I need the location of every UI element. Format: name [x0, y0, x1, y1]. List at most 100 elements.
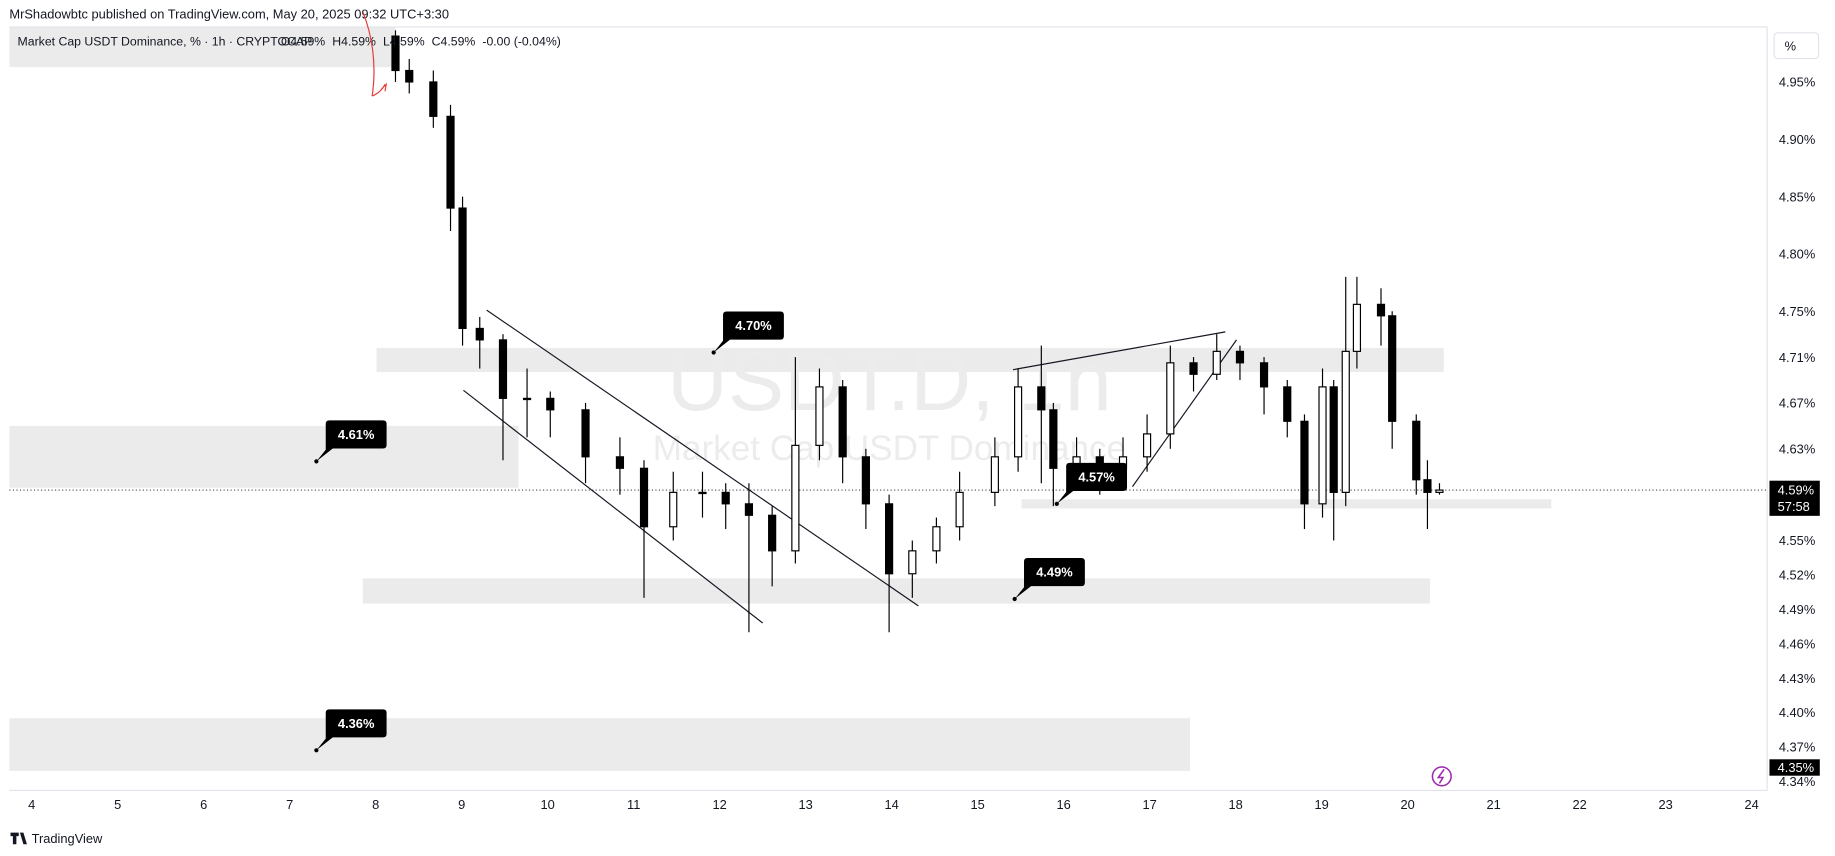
alert-label: 4.35%: [1778, 760, 1814, 775]
watermark-name: Market Cap USDT Dominance: [653, 429, 1126, 468]
candle-body: [458, 207, 467, 330]
candle-body: [1049, 409, 1058, 469]
lightning-icon: [1431, 766, 1452, 787]
x-tick-label: 13: [799, 797, 813, 812]
last-price-tag: [1769, 480, 1820, 516]
countdown: 57:58: [1778, 499, 1810, 514]
candle-body: [1014, 386, 1023, 458]
y-tick-label: 4.55%: [1779, 533, 1815, 548]
candle-body: [1166, 362, 1175, 435]
unit-label: %: [1785, 38, 1796, 53]
y-tick-label: 4.95%: [1779, 75, 1815, 90]
candle-body: [1329, 386, 1338, 493]
candle-body: [721, 491, 730, 505]
candle-body: [1235, 350, 1245, 364]
annotation-box: [713, 311, 784, 353]
y-tick-label: 4.49%: [1779, 602, 1815, 617]
zone: [9, 425, 519, 488]
x-tick-label: 19: [1315, 797, 1329, 812]
candle-body: [1352, 303, 1362, 352]
ohlc-value: -0.00 (-0.04%): [482, 35, 560, 49]
candle-body: [1300, 420, 1309, 505]
x-tick-label: 16: [1057, 797, 1071, 812]
y-tick-label: 4.63%: [1779, 441, 1815, 456]
annotation-label: 4.57%: [1078, 470, 1115, 485]
annotation-label: 4.70%: [735, 318, 772, 333]
zone: [9, 26, 396, 68]
y-tick-label: 4.40%: [1779, 705, 1815, 720]
trend-line: [463, 389, 764, 624]
candle-body: [861, 456, 870, 505]
watermark-symbol: USDT.D, 1h: [667, 334, 1112, 428]
y-tick-label: 4.85%: [1779, 189, 1815, 204]
x-tick-label: 5: [114, 797, 121, 812]
last-price-label: 4.59%: [1778, 483, 1814, 498]
candle-body: [1412, 420, 1421, 481]
annotation-box: [316, 709, 387, 751]
annotation-tip: [711, 350, 716, 355]
plot: 4.70% 4.61% 4.57% 4.49% 4.36%: [9, 30, 1768, 753]
candle-body: [1341, 350, 1350, 493]
candle-body: [1283, 386, 1292, 422]
y-tick-label: 4.37%: [1779, 740, 1815, 755]
ohlc-value: L4.59%: [383, 35, 425, 49]
y-tick-label: 4.52%: [1779, 568, 1815, 583]
x-tick-label: 21: [1487, 797, 1501, 812]
trend-line: [486, 309, 919, 607]
annotation: 4.57%: [1054, 462, 1128, 506]
x-tick-label: 17: [1143, 797, 1157, 812]
x-tick-label: 18: [1229, 797, 1243, 812]
x-tick-label: 15: [971, 797, 985, 812]
y-tick-label: 4.46%: [1779, 636, 1815, 651]
annotation: 4.36%: [314, 709, 387, 753]
candle-body: [639, 467, 649, 528]
candle-body: [1376, 303, 1386, 317]
candle-body: [1318, 386, 1327, 505]
y-tick-label: 4.75%: [1779, 304, 1815, 319]
zone: [9, 718, 1191, 771]
candle-body: [429, 81, 438, 117]
footer-logo: TradingView: [10, 831, 103, 846]
candle-body: [791, 444, 800, 552]
zone: [1021, 499, 1552, 509]
candle-body: [581, 409, 590, 458]
candle-body: [1435, 489, 1444, 493]
y-tick-label: 4.43%: [1779, 671, 1815, 686]
x-tick-label: 24: [1744, 797, 1758, 812]
candle-body: [1212, 350, 1221, 375]
annotation-tip: [1012, 596, 1017, 602]
annotation: 4.49%: [1012, 557, 1085, 602]
x-tick-label: 11: [627, 797, 640, 812]
candle-body: [391, 35, 400, 72]
publisher: MrShadowbtc published on TradingView.com…: [9, 7, 449, 22]
candle-body: [698, 491, 707, 495]
candle-body: [1259, 362, 1269, 388]
annotation-label: 4.49%: [1036, 565, 1073, 580]
x-tick-label: 12: [713, 797, 727, 812]
ohlc-value: C4.59%: [432, 35, 476, 49]
y-tick-label: 4.34%: [1779, 774, 1815, 789]
ohlc-value: O4.59%: [281, 35, 325, 49]
annotation: 4.61%: [314, 420, 387, 464]
candle-body: [522, 397, 532, 401]
unit-box: [1773, 32, 1820, 60]
x-tick-label: 8: [372, 797, 379, 812]
candle-body: [475, 327, 484, 341]
alert-tag: [1769, 759, 1820, 776]
x-tick-label: 22: [1572, 797, 1586, 812]
trend-line: [1012, 331, 1226, 371]
x-tick-label: 4: [28, 797, 35, 812]
annotation-tip: [1054, 501, 1059, 506]
candle-body: [815, 386, 824, 446]
candle-body: [1189, 362, 1198, 375]
red-arrow-drawing: [362, 11, 388, 97]
candle-body: [768, 514, 777, 552]
y-tick-label: 4.80%: [1779, 247, 1815, 262]
y-tick-label: 4.67%: [1779, 396, 1815, 411]
candle-body: [1037, 386, 1046, 411]
candle-body: [885, 503, 894, 575]
candle-body: [908, 550, 917, 575]
candle-body: [1423, 479, 1432, 493]
annotation-box: [1014, 557, 1085, 599]
